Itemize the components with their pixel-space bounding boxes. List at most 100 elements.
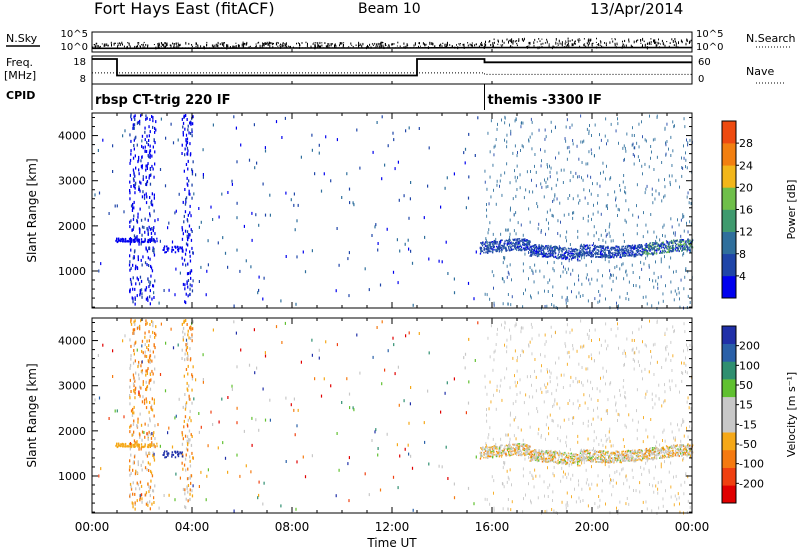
power-point bbox=[172, 141, 175, 145]
power-point bbox=[560, 168, 562, 172]
power-point bbox=[496, 243, 498, 245]
power-point bbox=[100, 262, 102, 266]
power-point bbox=[149, 155, 151, 159]
power-point bbox=[604, 134, 606, 138]
power-point bbox=[134, 186, 136, 190]
power-point bbox=[626, 132, 628, 136]
power-point bbox=[640, 253, 642, 256]
velocity-point bbox=[668, 456, 670, 458]
velocity-point bbox=[601, 454, 603, 457]
velocity-point bbox=[522, 443, 525, 446]
velocity-point bbox=[496, 455, 498, 457]
velocity-point bbox=[578, 461, 581, 463]
power-point bbox=[639, 244, 641, 246]
velocity-point bbox=[666, 456, 669, 458]
noise-sample bbox=[637, 39, 639, 41]
power-point bbox=[542, 248, 545, 250]
power-point bbox=[669, 180, 671, 184]
velocity-point bbox=[669, 451, 671, 453]
velocity-point bbox=[577, 440, 579, 444]
noise-sample bbox=[103, 43, 105, 47]
power-point bbox=[619, 249, 621, 251]
power-point bbox=[275, 120, 278, 124]
power-point bbox=[502, 247, 504, 250]
power-point bbox=[672, 250, 674, 253]
noise-sample bbox=[296, 42, 297, 45]
power-point bbox=[534, 244, 536, 246]
power-point bbox=[651, 252, 653, 254]
power-point bbox=[612, 252, 614, 254]
velocity-point bbox=[647, 458, 649, 460]
power-point bbox=[643, 248, 645, 250]
power-point bbox=[294, 228, 296, 232]
noise-sample bbox=[429, 41, 431, 44]
power-point bbox=[187, 213, 189, 217]
power-point bbox=[609, 257, 611, 259]
power-point bbox=[593, 203, 594, 207]
noise-sample bbox=[381, 41, 383, 44]
power-point bbox=[184, 210, 187, 214]
power-point bbox=[562, 247, 564, 249]
power-point bbox=[236, 160, 238, 164]
velocity-point bbox=[649, 453, 651, 456]
power-point bbox=[136, 276, 138, 280]
velocity-point bbox=[558, 453, 560, 455]
velocity-point bbox=[585, 457, 587, 460]
power-point bbox=[493, 286, 494, 290]
power-point bbox=[624, 255, 627, 257]
velocity-point bbox=[662, 447, 665, 450]
noise-sample bbox=[273, 42, 274, 45]
power-point bbox=[611, 288, 613, 292]
power-point bbox=[596, 245, 598, 248]
power-point bbox=[681, 250, 683, 252]
power-point bbox=[571, 257, 573, 261]
velocity-point bbox=[535, 474, 537, 478]
velocity-point bbox=[588, 453, 591, 455]
power-point bbox=[146, 141, 148, 144]
power-point bbox=[609, 234, 611, 238]
power-point bbox=[409, 197, 411, 201]
noise-sample bbox=[396, 45, 398, 47]
power-point bbox=[575, 171, 577, 175]
power-point bbox=[146, 249, 149, 253]
noise-sample bbox=[242, 41, 244, 45]
power-point bbox=[654, 197, 656, 201]
power-point bbox=[132, 126, 134, 130]
power-point bbox=[487, 131, 489, 135]
power-point bbox=[547, 281, 549, 285]
power-point bbox=[629, 251, 631, 254]
power-point bbox=[571, 252, 573, 255]
velocity-point bbox=[604, 452, 607, 454]
velocity-point bbox=[635, 452, 637, 454]
velocity-point bbox=[619, 393, 621, 397]
power-point bbox=[535, 254, 537, 257]
power-point bbox=[619, 248, 620, 252]
power-point bbox=[480, 246, 482, 249]
power-point bbox=[690, 241, 692, 243]
power-point bbox=[152, 125, 154, 129]
power-point bbox=[528, 240, 530, 242]
noise-sample bbox=[458, 43, 460, 45]
power-point bbox=[379, 283, 382, 287]
velocity-point bbox=[526, 444, 529, 446]
noise-sample bbox=[501, 39, 503, 43]
noise-sample bbox=[140, 46, 141, 48]
power-point bbox=[599, 256, 602, 258]
power-point bbox=[554, 252, 556, 255]
power-point bbox=[520, 249, 522, 252]
noise-sample bbox=[95, 45, 97, 48]
power-point bbox=[519, 240, 521, 242]
power-point bbox=[609, 276, 611, 280]
power-point bbox=[666, 251, 668, 254]
power-point bbox=[548, 255, 550, 258]
velocity-point bbox=[619, 457, 621, 459]
noise-sample bbox=[508, 40, 509, 44]
power-point bbox=[509, 239, 511, 241]
noise-sample bbox=[534, 38, 536, 41]
velocity-point bbox=[629, 450, 631, 453]
power-point bbox=[137, 120, 139, 124]
power-point bbox=[507, 228, 509, 232]
velocity-point bbox=[687, 396, 689, 400]
velocity-point bbox=[621, 450, 623, 453]
noise-sample bbox=[176, 45, 178, 49]
